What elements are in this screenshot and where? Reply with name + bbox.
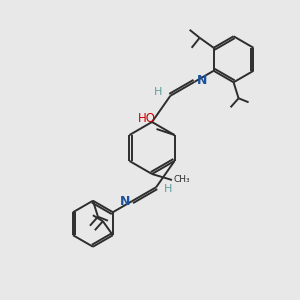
Text: H: H [154,87,163,97]
Text: CH₃: CH₃ [174,176,190,184]
Text: N: N [119,195,130,208]
Text: HO: HO [137,112,155,125]
Text: N: N [196,74,207,87]
Text: H: H [164,184,172,194]
